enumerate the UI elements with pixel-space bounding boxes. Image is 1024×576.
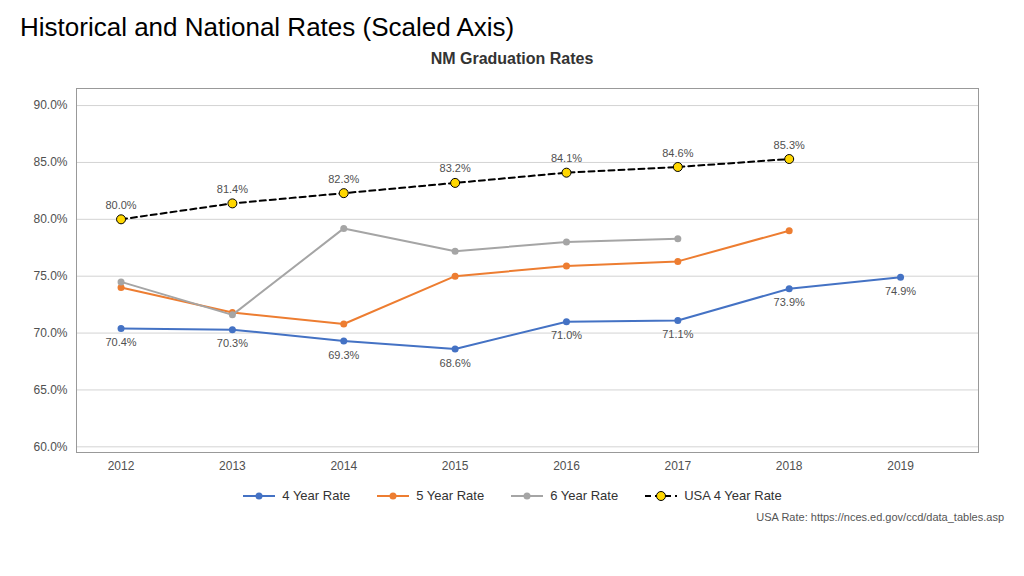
html-text:4 Year Rate: 4 Year Rate — [282, 488, 351, 503]
svg-text:85.0%: 85.0% — [33, 155, 67, 169]
svg-text:68.6%: 68.6% — [440, 357, 471, 369]
svg-text:2016: 2016 — [553, 459, 580, 473]
svg-text:70.0%: 70.0% — [33, 326, 67, 340]
svg-text:2013: 2013 — [219, 459, 246, 473]
svg-text:70.3%: 70.3% — [217, 337, 248, 349]
svg-text:65.0%: 65.0% — [33, 383, 67, 397]
svg-text:80.0%: 80.0% — [105, 199, 136, 211]
svg-text:69.3%: 69.3% — [328, 349, 359, 361]
html-text:6 Year Rate: 6 Year Rate — [550, 488, 619, 503]
svg-text:84.6%: 84.6% — [662, 147, 693, 159]
svg-text:2014: 2014 — [330, 459, 357, 473]
html-text:NM Graduation Rates: NM Graduation Rates — [430, 50, 594, 67]
svg-text:82.3%: 82.3% — [328, 173, 359, 185]
svg-text:85.3%: 85.3% — [774, 139, 805, 151]
svg-text:60.0%: 60.0% — [33, 440, 67, 454]
svg-text:2012: 2012 — [108, 459, 135, 473]
svg-text:73.9%: 73.9% — [774, 296, 805, 308]
svg-text:84.1%: 84.1% — [551, 152, 582, 164]
svg-text:2019: 2019 — [887, 459, 914, 473]
svg-text:2018: 2018 — [776, 459, 803, 473]
svg-text:90.0%: 90.0% — [33, 98, 67, 112]
svg-text:81.4%: 81.4% — [217, 183, 248, 195]
svg-text:71.1%: 71.1% — [662, 328, 693, 340]
svg-text:71.0%: 71.0% — [551, 329, 582, 341]
svg-text:74.9%: 74.9% — [885, 285, 916, 297]
html-text:USA Rate: https://nces.ed.gov/: USA Rate: https://nces.ed.gov/ccd/data_t… — [756, 511, 1004, 523]
html-text:5 Year Rate: 5 Year Rate — [416, 488, 485, 503]
svg-text:83.2%: 83.2% — [440, 162, 471, 174]
svg-text:70.4%: 70.4% — [105, 336, 136, 348]
svg-text:75.0%: 75.0% — [33, 269, 67, 283]
svg-text:80.0%: 80.0% — [33, 212, 67, 226]
svg-text:2015: 2015 — [442, 459, 469, 473]
html-text:Historical and National Rates: Historical and National Rates (Scaled Ax… — [20, 12, 515, 42]
svg-text:2017: 2017 — [664, 459, 691, 473]
html-text:USA 4 Year Rate: USA 4 Year Rate — [684, 488, 782, 503]
